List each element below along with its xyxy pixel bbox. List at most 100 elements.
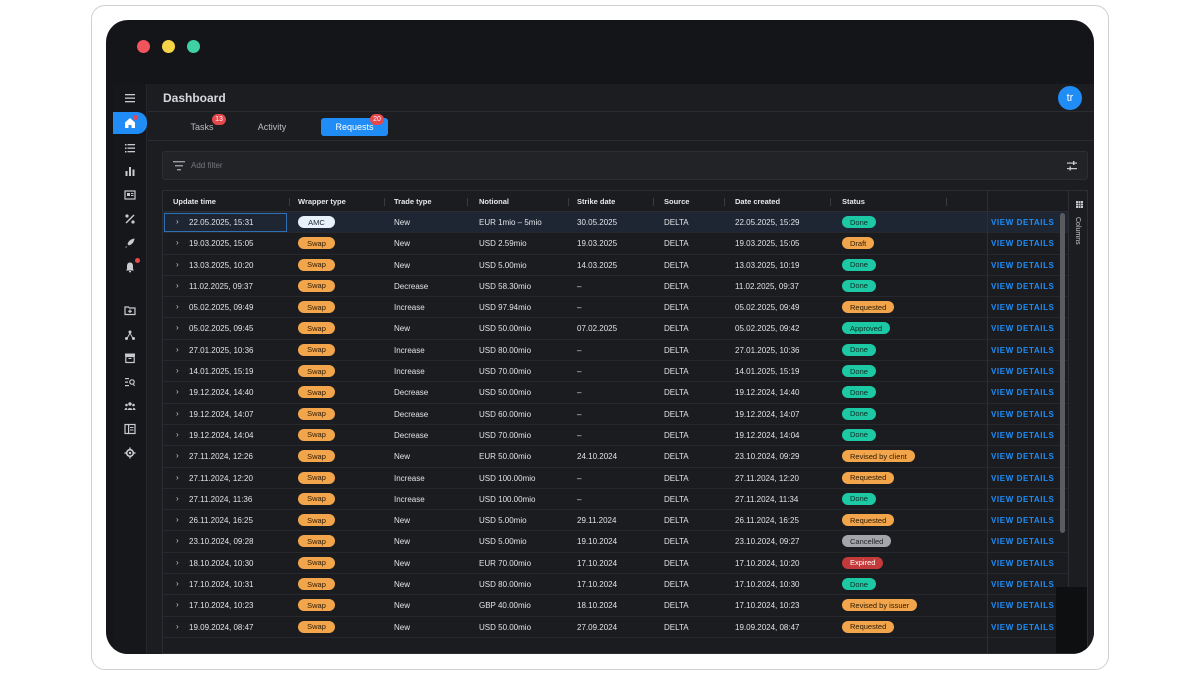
expand-row-icon[interactable]: ›: [176, 259, 179, 269]
sidebar-item-bell[interactable]: [117, 256, 143, 278]
view-details-link[interactable]: VIEW DETAILS: [991, 345, 1055, 355]
column-header[interactable]: Status: [842, 197, 865, 206]
table-row[interactable]: › 05.02.2025, 09:45 New USD 50.00mio 07.02.2…: [163, 318, 1087, 340]
column-header[interactable]: Update time: [173, 197, 216, 206]
table-row[interactable]: › 26.11.2024, 16:25 New USD 5.00mio 29.11.20…: [163, 510, 1087, 532]
view-details-link[interactable]: VIEW DETAILS: [991, 239, 1055, 249]
tab-requests[interactable]: Requests 20: [321, 114, 388, 136]
view-details-link[interactable]: VIEW DETAILS: [991, 281, 1055, 291]
table-row[interactable]: › 17.10.2024, 10:31 New USD 80.00mio 17.10.2…: [163, 574, 1087, 596]
view-details-link[interactable]: VIEW DETAILS: [991, 537, 1055, 547]
expand-row-icon[interactable]: ›: [176, 557, 179, 567]
table-row[interactable]: › 27.11.2024, 12:26 New EUR 50.00mio 24.10.2…: [163, 446, 1087, 468]
expand-row-icon[interactable]: ›: [176, 472, 179, 482]
sidebar-item-home[interactable]: [113, 112, 147, 134]
table-row[interactable]: › 14.01.2025, 15:19 Increase USD 70.00mio – D…: [163, 361, 1087, 383]
expand-row-icon[interactable]: ›: [176, 621, 179, 631]
table-row[interactable]: › 19.03.2025, 15:05 New USD 2.59mio 19.03.20…: [163, 233, 1087, 255]
close-window-dot[interactable]: [137, 40, 150, 53]
view-details-link[interactable]: VIEW DETAILS: [991, 580, 1055, 590]
sidebar-item-percent[interactable]: [117, 208, 143, 230]
table-row[interactable]: › 17.10.2024, 10:23 New GBP 40.00mio 18.10.2…: [163, 595, 1087, 617]
sidebar-item-archive[interactable]: [117, 347, 143, 369]
sidebar-item-bar-chart[interactable]: [117, 160, 143, 182]
column-resize-handle[interactable]: [289, 198, 290, 206]
sidebar-item-ledger[interactable]: [117, 418, 143, 440]
expand-row-icon[interactable]: ›: [176, 366, 179, 376]
table-row[interactable]: › 23.10.2024, 09:28 New USD 5.00mio 19.10.20…: [163, 531, 1087, 553]
sidebar-item-list[interactable]: [117, 137, 143, 159]
column-header[interactable]: Notional: [479, 197, 509, 206]
view-details-link[interactable]: VIEW DETAILS: [991, 324, 1055, 334]
view-details-link[interactable]: VIEW DETAILS: [991, 218, 1055, 227]
expand-row-icon[interactable]: ›: [176, 579, 179, 589]
columns-panel-toggle[interactable]: Columns: [1068, 191, 1087, 653]
table-row[interactable]: › 19.12.2024, 14:07 Decrease USD 60.00mio – D…: [163, 404, 1087, 425]
table-row[interactable]: › 13.03.2025, 10:20 New USD 5.00mio 14.03.20…: [163, 255, 1087, 276]
sidebar-item-menu[interactable]: [117, 87, 143, 109]
tab-tasks[interactable]: Tasks 13: [174, 114, 230, 136]
expand-row-icon[interactable]: ›: [176, 238, 179, 248]
expand-row-icon[interactable]: ›: [176, 217, 179, 226]
sidebar-item-folder[interactable]: [117, 299, 143, 321]
view-details-link[interactable]: VIEW DETAILS: [991, 260, 1055, 270]
column-header[interactable]: Trade type: [394, 197, 432, 206]
maximize-window-dot[interactable]: [187, 40, 200, 53]
column-header[interactable]: Date created: [735, 197, 781, 206]
view-details-link[interactable]: VIEW DETAILS: [991, 601, 1055, 611]
expand-row-icon[interactable]: ›: [176, 451, 179, 461]
sidebar-item-rocket[interactable]: [117, 232, 143, 254]
table-row[interactable]: › 22.05.2025, 15:31 New EUR 1mio – 5mio 30.0…: [163, 212, 1087, 234]
table-row[interactable]: › 27.01.2025, 10:36 Increase USD 80.00mio – D…: [163, 340, 1087, 362]
view-details-link[interactable]: VIEW DETAILS: [991, 430, 1055, 440]
sidebar-item-users[interactable]: [117, 395, 143, 417]
minimize-window-dot[interactable]: [162, 40, 175, 53]
column-resize-handle[interactable]: [467, 198, 468, 206]
table-row[interactable]: › 19.12.2024, 14:40 Decrease USD 50.00mio – D…: [163, 382, 1087, 404]
expand-row-icon[interactable]: ›: [176, 302, 179, 312]
sidebar-item-gear[interactable]: [117, 442, 143, 464]
expand-row-icon[interactable]: ›: [176, 408, 179, 418]
column-resize-handle[interactable]: [724, 198, 725, 206]
view-details-link[interactable]: VIEW DETAILS: [991, 452, 1055, 462]
view-details-link[interactable]: VIEW DETAILS: [991, 409, 1055, 419]
column-resize-handle[interactable]: [568, 198, 569, 206]
table-row[interactable]: › 18.10.2024, 10:30 New EUR 70.00mio 17.10.2…: [163, 553, 1087, 575]
view-details-link[interactable]: VIEW DETAILS: [991, 558, 1055, 568]
column-header[interactable]: Strike date: [577, 197, 616, 206]
column-header[interactable]: Source: [664, 197, 690, 206]
view-details-link[interactable]: VIEW DETAILS: [991, 473, 1055, 483]
filter-bar[interactable]: Add filter: [162, 151, 1088, 180]
column-resize-handle[interactable]: [830, 198, 831, 206]
view-details-link[interactable]: VIEW DETAILS: [991, 516, 1055, 526]
vertical-scrollbar[interactable]: [1060, 213, 1065, 543]
sliders-icon[interactable]: [1067, 161, 1077, 171]
table-row[interactable]: › 27.11.2024, 11:36 Increase USD 100.00mio –…: [163, 489, 1087, 511]
table-row[interactable]: › 19.09.2024, 08:47 New USD 50.00mio 27.09.2…: [163, 617, 1087, 638]
sidebar-item-newspaper[interactable]: [117, 184, 143, 206]
view-details-link[interactable]: VIEW DETAILS: [991, 494, 1055, 504]
sidebar-item-network[interactable]: [117, 324, 143, 346]
expand-row-icon[interactable]: ›: [176, 280, 179, 290]
expand-row-icon[interactable]: ›: [176, 600, 179, 610]
tab-activity[interactable]: Activity: [244, 118, 300, 136]
column-header[interactable]: Wrapper type: [298, 197, 346, 206]
avatar[interactable]: tr: [1058, 86, 1082, 110]
table-row[interactable]: › 05.02.2025, 09:49 Increase USD 97.94mio – D…: [163, 297, 1087, 319]
table-row[interactable]: › 19.12.2024, 14:04 Decrease USD 70.00mio – D…: [163, 425, 1087, 447]
expand-row-icon[interactable]: ›: [176, 344, 179, 354]
view-details-link[interactable]: VIEW DETAILS: [991, 388, 1055, 398]
expand-row-icon[interactable]: ›: [176, 493, 179, 503]
table-row[interactable]: › 27.11.2024, 12:20 Increase USD 100.00mio –…: [163, 468, 1087, 489]
expand-row-icon[interactable]: ›: [176, 429, 179, 439]
expand-row-icon[interactable]: ›: [176, 323, 179, 333]
expand-row-icon[interactable]: ›: [176, 387, 179, 397]
view-details-link[interactable]: VIEW DETAILS: [991, 367, 1055, 377]
table-row[interactable]: › 11.02.2025, 09:37 Decrease USD 58.30mio – D…: [163, 276, 1087, 298]
view-details-link[interactable]: VIEW DETAILS: [991, 622, 1055, 632]
sidebar-item-search-list[interactable]: [117, 371, 143, 393]
column-resize-handle[interactable]: [653, 198, 654, 206]
scrollbar-thumb[interactable]: [1060, 213, 1065, 533]
expand-row-icon[interactable]: ›: [176, 515, 179, 525]
expand-row-icon[interactable]: ›: [176, 536, 179, 546]
